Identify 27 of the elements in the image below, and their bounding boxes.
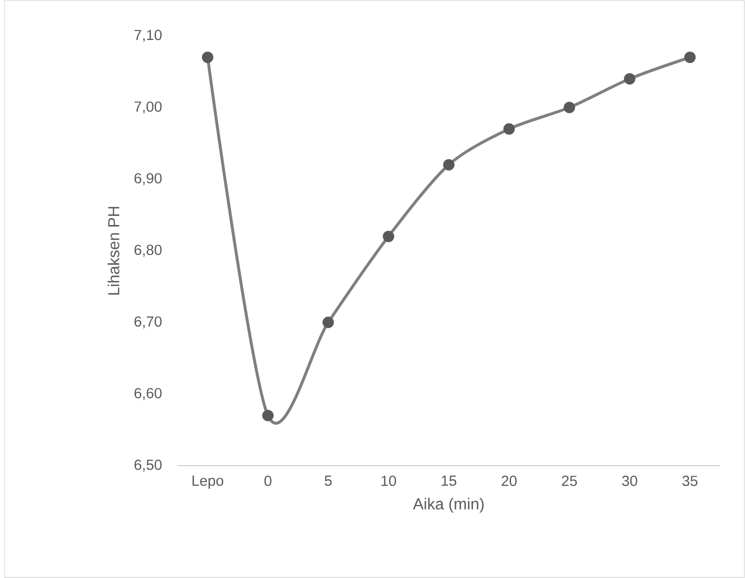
point [382, 230, 394, 242]
point [684, 52, 696, 63]
y-tick-label: 6,70 [134, 316, 162, 328]
y-tick-label: 7,00 [134, 101, 162, 114]
point [443, 159, 455, 170]
x-tick-label: 25 [562, 476, 577, 486]
x-axis-title: Aika (min) [413, 498, 484, 513]
x-tick-label: 20 [502, 476, 517, 486]
y-tick-label: 6,90 [134, 173, 162, 186]
x-tick-label: 35 [682, 476, 698, 486]
x-tick-label: Lepo [192, 476, 224, 489]
x-tick-label: 0 [264, 476, 272, 486]
y-tick-label: 6,60 [134, 388, 162, 400]
y-tick-label: 6,50 [134, 460, 162, 472]
point [322, 316, 334, 328]
x-tick-label: 10 [382, 476, 396, 486]
point [564, 102, 576, 114]
y-tick-label: 6,80 [134, 244, 162, 257]
x-tick-label: 5 [324, 476, 332, 486]
x-tick-label: 15 [442, 476, 456, 486]
x-tick-label: 30 [622, 476, 638, 486]
point [624, 73, 636, 84]
y-axis-title: Lihaksen PH [108, 206, 120, 295]
point [202, 52, 214, 63]
y-tick-label: 7,10 [134, 30, 162, 42]
point [262, 410, 274, 422]
point [503, 123, 515, 135]
